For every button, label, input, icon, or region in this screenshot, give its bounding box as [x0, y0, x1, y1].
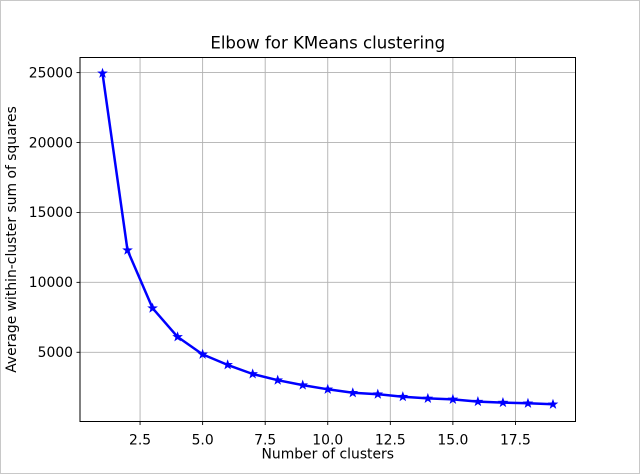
data-point-marker [472, 396, 484, 407]
y-tick-label: 10000 [29, 275, 73, 291]
data-point-marker [347, 387, 359, 398]
data-point-marker [447, 393, 459, 404]
data-point-marker [322, 383, 334, 394]
data-point-marker [397, 391, 409, 402]
y-tick-label: 25000 [29, 65, 73, 81]
data-point-marker [547, 398, 559, 409]
x-tick-label: 17.5 [500, 433, 531, 449]
y-tick-label: 15000 [29, 205, 73, 221]
chart-title: Elbow for KMeans clustering [210, 34, 445, 53]
x-tick-label: 2.5 [129, 433, 151, 449]
x-tick-label: 15.0 [437, 433, 468, 449]
x-tick-label: 5.0 [192, 433, 214, 449]
data-point-marker [297, 379, 309, 390]
x-axis-label: Number of clusters [262, 447, 395, 463]
data-point-marker [372, 388, 384, 399]
data-point-marker [422, 392, 434, 403]
data-point-marker [197, 348, 208, 359]
data-point-marker [97, 67, 108, 78]
y-axis-label: Average within-cluster sum of squares [4, 106, 20, 373]
x-tick-label: 12.5 [375, 433, 406, 449]
y-tick-label: 20000 [29, 135, 73, 151]
data-point-marker [247, 368, 258, 379]
data-point-marker [147, 302, 158, 313]
data-point-marker [122, 244, 133, 255]
y-tick-label: 5000 [38, 345, 73, 361]
data-point-marker [222, 359, 233, 370]
data-point-marker [522, 397, 534, 408]
data-point-marker [172, 331, 183, 342]
data-point-marker [497, 397, 509, 408]
x-tick-label: 7.5 [254, 433, 276, 449]
data-point-marker [272, 374, 284, 385]
x-tick-label: 10.0 [312, 433, 343, 449]
